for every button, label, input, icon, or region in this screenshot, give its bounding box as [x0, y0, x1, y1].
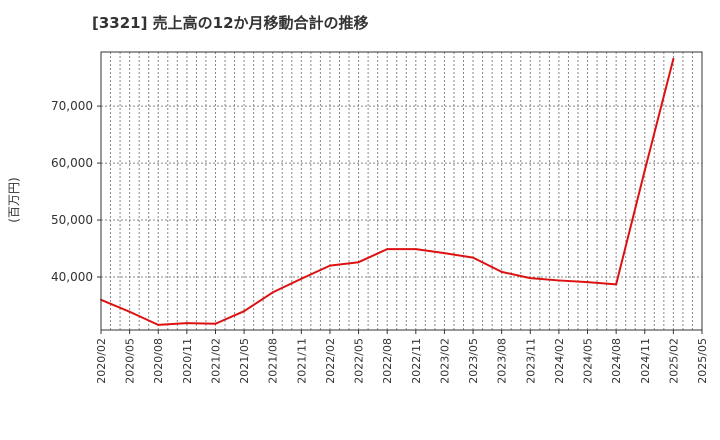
- x-tick-label: 2023/05: [467, 338, 480, 384]
- grid-layer: [101, 52, 702, 330]
- x-tick-label: 2021/08: [267, 338, 280, 384]
- x-tick-label: 2020/02: [95, 338, 108, 384]
- x-tick-label: 2024/11: [639, 338, 652, 384]
- x-tick-label: 2022/08: [381, 338, 394, 384]
- x-tick-label: 2024/08: [610, 338, 623, 384]
- data-point: [472, 256, 475, 259]
- x-tick-label: 2022/02: [324, 338, 337, 384]
- y-tick-label: 70,000: [51, 99, 93, 113]
- y-tick-label: 50,000: [51, 213, 93, 227]
- plot-area-frame: [100, 51, 703, 331]
- x-tick-label: 2023/11: [524, 338, 537, 384]
- y-tick-label: 40,000: [51, 270, 93, 284]
- data-point: [157, 323, 160, 326]
- x-tick-label: 2023/02: [438, 338, 451, 384]
- data-point: [271, 291, 274, 294]
- data-point: [529, 277, 532, 280]
- data-point: [500, 270, 503, 273]
- data-point: [586, 281, 589, 284]
- x-tick-label: 2021/11: [295, 338, 308, 384]
- x-tick-label: 2020/05: [124, 338, 137, 384]
- data-point: [643, 169, 646, 172]
- x-tick-label: 2025/02: [667, 338, 680, 384]
- x-tick-label: 2020/11: [181, 338, 194, 384]
- data-point: [443, 252, 446, 255]
- y-tick-label: 60,000: [51, 156, 93, 170]
- y-axis-label: (百万円): [7, 177, 21, 222]
- data-point: [386, 248, 389, 251]
- data-point: [128, 310, 131, 313]
- chart-title: [3321] 売上高の12か月移動合計の推移: [92, 14, 369, 32]
- x-tick-label: 2021/02: [209, 338, 222, 384]
- data-point: [185, 322, 188, 325]
- data-point: [300, 277, 303, 280]
- data-point: [243, 310, 246, 313]
- data-point: [357, 261, 360, 264]
- x-tick-label: 2023/08: [496, 338, 509, 384]
- data-point: [672, 57, 675, 60]
- x-tick-label: 2022/11: [410, 338, 423, 384]
- x-tick-label: 2020/08: [152, 338, 165, 384]
- x-tick-label: 2021/05: [238, 338, 251, 384]
- data-point: [615, 283, 618, 286]
- data-point: [414, 248, 417, 251]
- x-axis: 2020/02 2020/05 2020/08 2020/11 2021/02 2021/…: [95, 330, 709, 384]
- data-point: [328, 264, 331, 267]
- y-axis: 40,000 50,000 60,000 70,000: [51, 99, 101, 284]
- data-point: [557, 279, 560, 282]
- x-tick-label: 2024/02: [553, 338, 566, 384]
- series-layer: [100, 57, 675, 326]
- data-point: [214, 322, 217, 325]
- x-tick-label: 2024/05: [582, 338, 595, 384]
- x-tick-label: 2025/05: [696, 338, 709, 384]
- x-tick-label: 2022/05: [353, 338, 366, 384]
